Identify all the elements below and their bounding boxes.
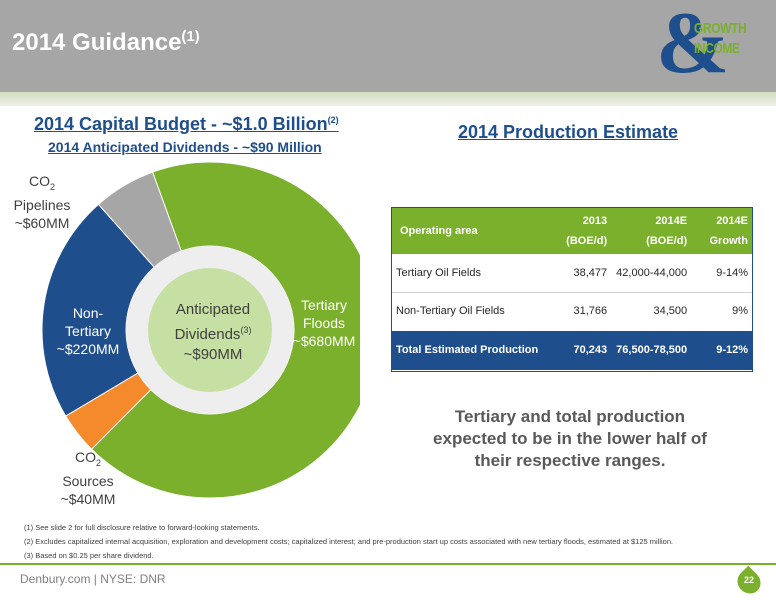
logo-word-growth: GROWTH bbox=[694, 20, 747, 37]
cell-2013: 38,477 bbox=[573, 266, 608, 279]
header-stripe bbox=[0, 92, 776, 106]
slice-label-co2-sources: CO2 Sources ~$40MM bbox=[60, 449, 116, 507]
cell-2014e: 34,500 bbox=[653, 305, 688, 317]
donut-center-label: Anticipated Dividends(3) ~$90MM bbox=[174, 301, 252, 363]
growth-income-logo: & GROWTH INCOME bbox=[656, 0, 772, 88]
logo-word-income: INCOME bbox=[694, 40, 740, 57]
footnote-1: (1) See slide 2 for full disclosure rela… bbox=[24, 523, 260, 532]
footer-site-ticker: Denbury.com | NYSE: DNR bbox=[20, 572, 166, 586]
cell-growth: 9% bbox=[732, 305, 748, 317]
donut-slice-tertiary-floods bbox=[90, 161, 360, 499]
footer-rule bbox=[0, 563, 776, 565]
page-number: 22 bbox=[743, 575, 754, 585]
table-total-row: Total Estimated Production 70,243 76,500… bbox=[392, 330, 752, 370]
ampersand-icon: & bbox=[656, 0, 730, 92]
slice-label-non-tertiary: Non- Tertiary ~$220MM bbox=[56, 305, 120, 357]
cell-area: Tertiary Oil Fields bbox=[396, 266, 481, 279]
table-header-row: Operating area 2013 (BOE/d) 2014E (BOE/d) … bbox=[392, 208, 752, 254]
capital-budget-donut-chart bbox=[41, 161, 360, 499]
slice-label-tertiary-floods: Tertiary Floods ~$680MM bbox=[292, 297, 356, 349]
cell-2013: 31,766 bbox=[573, 305, 608, 317]
header-operating-area: Operating area bbox=[400, 225, 478, 237]
production-table: Operating area 2013 (BOE/d) 2014E (BOE/d) … bbox=[392, 208, 752, 370]
cell-growth: 9-14% bbox=[716, 266, 748, 279]
header-2014e: 2014E (BOE/d) bbox=[646, 215, 688, 247]
cell-2013: 70,243 bbox=[573, 344, 608, 357]
cell-area: Total Estimated Production bbox=[396, 344, 539, 357]
capital-budget-title: 2014 Capital Budget - ~$1.0 Billion(2) bbox=[34, 114, 339, 134]
slice-label-co2-pipelines: CO2 Pipelines ~$60MM bbox=[13, 173, 71, 231]
header-growth: 2014E Growth bbox=[709, 215, 749, 247]
footnote-2: (2) Excludes capitalized internal acquis… bbox=[24, 537, 674, 546]
cell-area: Non-Tertiary Oil Fields bbox=[396, 305, 505, 317]
footnotes: (1) See slide 2 for full disclosure rela… bbox=[24, 521, 673, 563]
header-2013: 2013 (BOE/d) bbox=[566, 215, 608, 247]
title-footnote: (1) bbox=[181, 28, 200, 45]
donut-center-disc bbox=[148, 268, 272, 392]
header-band bbox=[0, 0, 776, 92]
cell-growth: 9-12% bbox=[716, 344, 748, 357]
production-callout: Tertiary and total production expected t… bbox=[433, 407, 707, 470]
table-row: Non-Tertiary Oil Fields 31,766 34,500 9% bbox=[392, 292, 752, 330]
cell-2014e: 42,000-44,000 bbox=[616, 266, 688, 279]
production-estimate-title: 2014 Production Estimate bbox=[458, 122, 679, 142]
dividends-title: 2014 Anticipated Dividends - ~$90 Millio… bbox=[48, 139, 322, 155]
cell-2014e: 76,500-78,500 bbox=[616, 344, 688, 357]
table-row: Tertiary Oil Fields 38,477 42,000-44,000… bbox=[392, 254, 752, 292]
page-title: 2014 Guidance(1) bbox=[12, 28, 200, 56]
footnote-3: (3) Based on $0.25 per share dividend. bbox=[24, 551, 154, 560]
